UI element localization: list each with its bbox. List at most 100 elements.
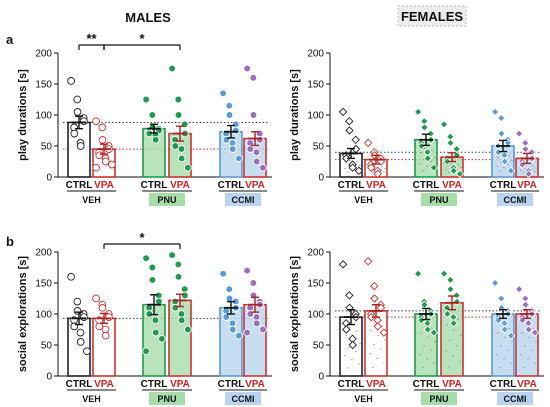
y-tick-label: 100 (307, 111, 324, 122)
group-label: PNU (157, 394, 176, 404)
group-label: PNU (157, 195, 176, 205)
bar-texture-dot (532, 328, 534, 330)
group-label-box (149, 193, 185, 206)
y-tick-label: 150 (307, 279, 324, 290)
bar-texture-dot (531, 349, 533, 351)
bar-texture-dot (422, 170, 424, 172)
bar-texture-dot (503, 167, 505, 169)
bar-texture-dot (508, 328, 510, 330)
data-point (446, 284, 455, 294)
bar-texture-dot (431, 149, 433, 151)
bar-texture-dot (372, 171, 374, 173)
bar-texture-dot (434, 341, 436, 343)
x-tick-label: CTRL (338, 379, 365, 390)
x-tick-label: VPA (94, 180, 114, 191)
y-tick-label: 0 (46, 173, 52, 184)
data-point (235, 331, 243, 340)
data-point (184, 163, 192, 172)
group-label-box (421, 392, 457, 405)
data-point (80, 313, 88, 321)
bar-texture-dot (456, 345, 458, 347)
data-point (348, 163, 357, 172)
bar-texture-dot (420, 332, 422, 334)
x-tick-label: VPA (170, 180, 190, 191)
bar-texture-dot (359, 164, 361, 166)
y-tick-label: 50 (313, 142, 325, 153)
group-label: VEH (354, 394, 373, 404)
bar-texture-dot (384, 168, 386, 170)
data-point (177, 316, 186, 325)
data-point (363, 138, 373, 148)
data-point (259, 325, 267, 334)
data-point (367, 312, 376, 322)
bar-texture-dot (376, 357, 378, 359)
bar-texture-dot (511, 160, 513, 162)
data-point (171, 303, 180, 312)
data-point (76, 328, 85, 337)
bar-texture-dot (535, 167, 537, 169)
x-tick-label: VPA (517, 379, 537, 390)
bar-texture-dot (430, 349, 432, 351)
data-point (455, 169, 465, 179)
data-point (70, 129, 79, 138)
group-label: CCMI (504, 195, 527, 205)
data-point (252, 319, 261, 328)
data-point (521, 300, 530, 309)
x-tick-label: VPA (170, 379, 190, 390)
bar-texture-dot (457, 164, 459, 166)
data-point (228, 145, 237, 153)
data-point (524, 325, 533, 334)
males-header: MALES (125, 10, 171, 25)
data-point (73, 307, 82, 315)
data-point (108, 160, 116, 169)
bar-texture-dot (521, 332, 523, 334)
x-tick-label: VPA (245, 379, 265, 390)
bar-texture-dot (422, 367, 424, 369)
data-point (235, 154, 243, 163)
data-point (439, 269, 449, 278)
data-point (225, 294, 234, 303)
data-point (225, 101, 234, 110)
x-tick-label: CTRL (141, 379, 168, 390)
bar-texture-dot (448, 171, 450, 173)
row-label-b: b (6, 234, 14, 249)
bar-texture-dot (460, 166, 462, 168)
group-label: CCMI (504, 394, 527, 404)
data-point (439, 120, 449, 129)
data-point (345, 116, 354, 126)
y-tick-label: 50 (41, 142, 53, 153)
bar-texture-dot (497, 156, 499, 158)
bar-texture-dot (507, 349, 509, 351)
data-point (429, 328, 439, 337)
bar-texture-dot (523, 367, 525, 369)
data-point (345, 126, 354, 135)
data-point (252, 157, 261, 166)
data-point (500, 325, 509, 334)
data-point (446, 138, 455, 148)
bar-texture-dot (356, 330, 358, 332)
data-point (449, 166, 458, 176)
data-point (413, 107, 423, 117)
bar-texture-dot (457, 318, 459, 320)
data-point (105, 313, 113, 321)
bar-texture-dot (419, 163, 421, 165)
bar-texture-dot (448, 366, 450, 368)
x-tick-label: VPA (442, 379, 462, 390)
data-point (174, 260, 183, 269)
group-label: PNU (429, 195, 448, 205)
bar-veh-ctrl (67, 121, 91, 178)
data-point (219, 269, 227, 278)
bar-texture-dot (433, 362, 435, 364)
data-point (225, 285, 234, 294)
bar-texture-dot (426, 165, 428, 167)
bar-texture-dot (504, 336, 506, 338)
data-point (363, 257, 373, 266)
bar-texture-dot (460, 334, 462, 336)
bar-texture-dot (374, 165, 376, 167)
data-point (249, 73, 258, 82)
bar-texture-dot (369, 353, 371, 355)
bar-texture-dot (503, 358, 505, 360)
bar-texture-dot (431, 328, 433, 330)
y-tick-label: 100 (35, 310, 52, 321)
data-point (449, 319, 458, 328)
